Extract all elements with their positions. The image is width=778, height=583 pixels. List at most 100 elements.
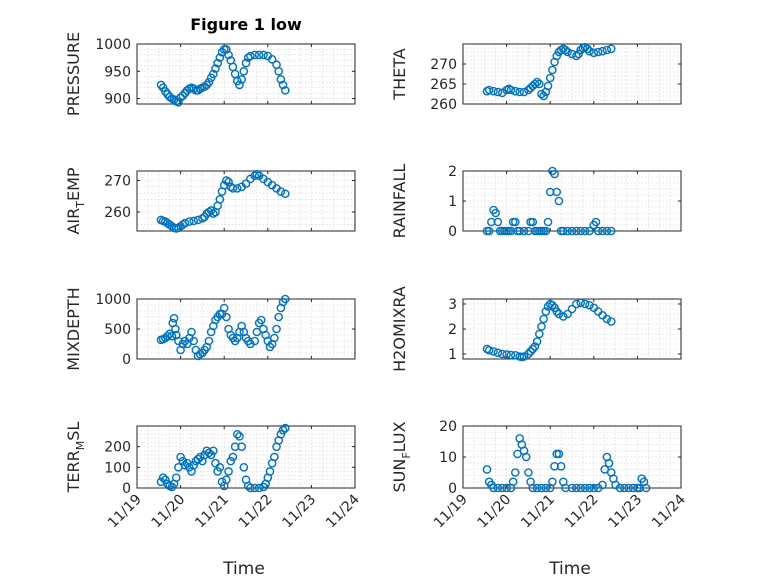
data-point	[256, 315, 266, 325]
data-point	[274, 66, 284, 76]
data-point	[219, 303, 229, 313]
x-tick-label: 11/19	[431, 492, 471, 532]
data-point	[563, 226, 572, 236]
data-point	[213, 467, 222, 476]
data-point	[535, 79, 544, 89]
data-point	[528, 344, 538, 354]
y-tick-label: 1000	[95, 292, 131, 308]
data-point	[232, 184, 242, 193]
y-tick-label: 270	[430, 57, 457, 73]
data-point	[497, 349, 507, 359]
data-point	[543, 81, 553, 91]
data-point	[217, 477, 227, 487]
data-point	[576, 483, 586, 493]
data-point	[250, 336, 260, 346]
y-axis-label: TERRMSL	[64, 422, 87, 494]
data-point	[224, 467, 233, 476]
data-point	[189, 216, 198, 226]
x-axis-label: Time	[222, 559, 265, 579]
data-point	[521, 452, 531, 462]
data-point	[280, 86, 290, 95]
data-point	[189, 460, 198, 470]
data-point	[484, 345, 494, 355]
data-point	[567, 304, 577, 314]
data-point	[176, 93, 185, 102]
data-point	[576, 298, 586, 308]
data-point	[620, 483, 629, 493]
data-point	[585, 483, 594, 493]
data-point	[204, 77, 214, 87]
y-tick-label: 10	[439, 450, 457, 466]
data-point	[489, 483, 498, 493]
series-markers	[482, 42, 616, 101]
y-tick-label: 2	[448, 164, 457, 180]
y-axis-label: H2OMIXRA	[390, 286, 409, 372]
data-point	[506, 85, 516, 95]
data-point	[274, 312, 284, 322]
data-point	[185, 217, 194, 226]
data-point	[228, 184, 238, 193]
y-tick-label: 1	[448, 347, 457, 363]
data-point	[278, 80, 288, 90]
data-point	[232, 429, 242, 439]
data-point	[276, 429, 286, 439]
data-point	[185, 463, 194, 472]
data-point	[541, 226, 551, 236]
data-point	[572, 299, 581, 309]
data-point	[567, 483, 577, 493]
data-point	[187, 327, 196, 337]
data-point	[567, 226, 577, 236]
data-point	[280, 189, 290, 199]
data-point	[548, 300, 557, 310]
subplot-sun_flux: 0 10 20 SUNFLUX 11/19 11/20 11/21 11/22 11/23 11/…	[390, 419, 689, 579]
data-point	[554, 449, 564, 459]
data-point	[270, 452, 279, 462]
data-point	[239, 463, 249, 472]
subplot-terr_msl: 0 100 200 TERRMSL 11/19 11/20 11/21 11/22 11/23 1…	[64, 422, 363, 579]
data-point	[484, 85, 494, 95]
data-point	[237, 75, 246, 84]
data-point	[545, 73, 555, 83]
data-point	[558, 226, 568, 236]
series-markers	[156, 294, 290, 361]
data-point	[556, 461, 566, 471]
data-point	[511, 86, 520, 96]
data-point	[526, 347, 535, 356]
data-point	[598, 226, 607, 236]
data-point	[239, 66, 249, 76]
data-point	[593, 47, 603, 57]
data-point	[484, 226, 494, 236]
data-point	[580, 299, 590, 309]
data-point	[161, 475, 170, 485]
y-tick-label: 0	[122, 352, 131, 368]
subplot-theta: 260 265 270 THETA	[390, 42, 682, 113]
data-point	[493, 483, 503, 493]
data-point	[278, 425, 288, 435]
data-point	[254, 50, 264, 60]
data-point	[213, 58, 222, 68]
y-tick-label: 100	[104, 460, 131, 476]
data-point	[482, 465, 492, 474]
data-point	[497, 88, 507, 98]
data-point	[528, 217, 538, 227]
data-point	[489, 86, 498, 96]
x-tick-label: 11/21	[518, 492, 558, 532]
data-point	[252, 169, 262, 179]
data-point	[489, 347, 498, 356]
data-point	[582, 44, 592, 54]
y-tick-label: 260	[430, 97, 457, 113]
data-point	[537, 322, 546, 331]
data-point	[176, 452, 185, 462]
data-point	[171, 324, 180, 334]
data-point	[502, 350, 511, 359]
data-point	[222, 312, 231, 322]
y-axis-label: RAINFALL	[390, 164, 409, 239]
data-point	[524, 468, 533, 477]
data-point	[519, 87, 529, 97]
data-point	[515, 226, 524, 236]
data-point	[206, 450, 216, 460]
data-point	[180, 218, 190, 228]
data-point	[576, 226, 586, 236]
data-point	[222, 475, 231, 485]
data-point	[246, 483, 255, 493]
